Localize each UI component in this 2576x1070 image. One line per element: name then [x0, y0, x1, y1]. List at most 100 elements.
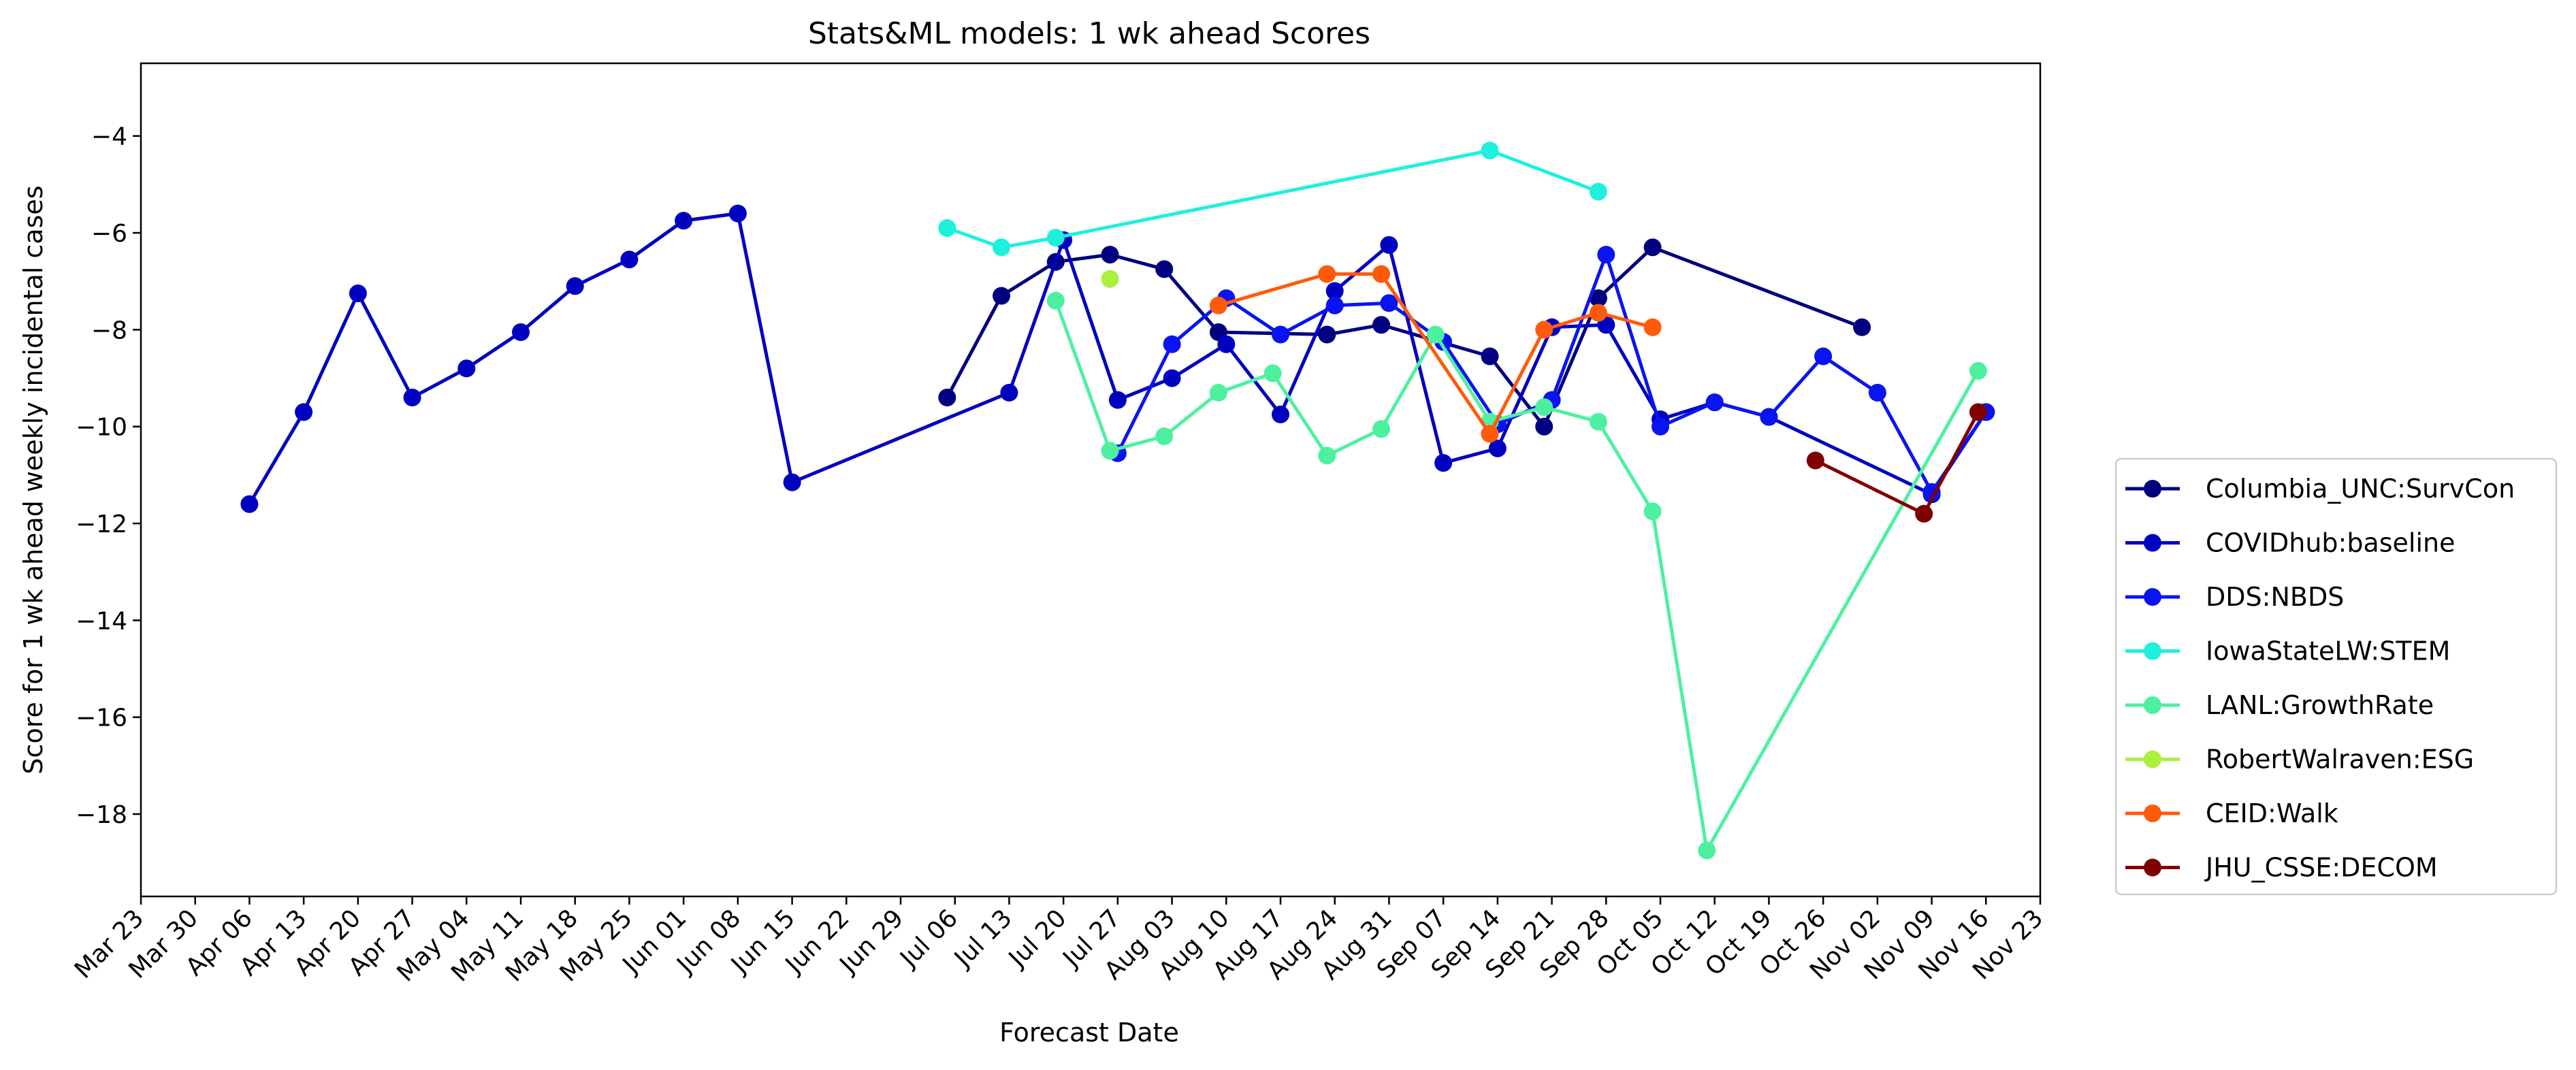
legend-item: IowaStateLW:STEM: [2125, 636, 2450, 666]
data-point: [403, 389, 421, 406]
data-point: [1868, 383, 1886, 402]
legend-label: DDS:NBDS: [2206, 582, 2344, 612]
data-point: [1108, 391, 1127, 409]
data-point: [993, 238, 1010, 257]
legend-label: IowaStateLW:STEM: [2206, 636, 2450, 666]
data-point: [1000, 383, 1018, 402]
legend-label: CEID:Walk: [2206, 798, 2338, 828]
data-point: [1046, 229, 1065, 247]
data-point: [1643, 502, 1662, 521]
legend-item: CEID:Walk: [2125, 798, 2338, 828]
legend-swatch-marker: [2144, 858, 2161, 877]
data-point: [728, 204, 747, 223]
data-point: [1589, 412, 1607, 431]
data-point: [1217, 335, 1236, 353]
data-point: [1372, 420, 1390, 438]
data-point: [1155, 427, 1174, 445]
legend-swatch-marker: [2144, 750, 2161, 768]
data-point: [1380, 294, 1398, 312]
plot-area: [240, 142, 1995, 860]
data-point: [1426, 325, 1445, 344]
data-point: [1263, 364, 1282, 383]
legend-label: Columbia_UNC:SurvCon: [2206, 474, 2515, 504]
data-point: [1372, 265, 1390, 283]
data-point: [1318, 265, 1336, 283]
data-point: [1434, 454, 1453, 472]
data-point: [1163, 335, 1181, 353]
data-point: [1589, 182, 1607, 201]
data-point: [1101, 246, 1119, 264]
legend-frame: [2114, 457, 2558, 896]
data-point: [1209, 383, 1227, 402]
data-point: [1101, 442, 1119, 460]
data-point: [1163, 369, 1181, 387]
data-point: [1589, 289, 1607, 308]
series-3: [938, 142, 1607, 257]
series-line: [248, 212, 1988, 505]
data-point: [1705, 393, 1724, 412]
y-tick-label: −4: [91, 123, 127, 151]
data-point: [1325, 296, 1344, 314]
data-point: [1589, 304, 1607, 322]
legend-swatch-marker: [2144, 588, 2161, 606]
data-point: [1535, 398, 1553, 417]
legend-label: LANL:GrowthRate: [2206, 690, 2434, 720]
data-point: [783, 473, 801, 491]
y-tick-label: −16: [76, 704, 127, 732]
legend-swatch-marker: [2144, 480, 2161, 498]
legend-label: COVIDhub:baseline: [2206, 528, 2456, 558]
data-point: [1318, 447, 1336, 465]
data-point: [1698, 841, 1716, 860]
data-point: [1481, 142, 1499, 160]
data-point: [938, 389, 956, 406]
series-5: [1101, 270, 1119, 288]
data-point: [1652, 417, 1669, 436]
data-point: [938, 219, 956, 237]
data-point: [295, 403, 313, 421]
data-point: [1488, 439, 1507, 457]
y-tick-label: −8: [91, 317, 127, 344]
data-point: [1380, 236, 1398, 254]
legend-label: JHU_CSSE:DECOM: [2204, 853, 2438, 883]
data-point: [620, 250, 639, 269]
data-point: [1101, 270, 1119, 288]
data-point: [1325, 282, 1344, 300]
data-point: [1535, 321, 1553, 339]
legend-item: JHU_CSSE:DECOM: [2125, 853, 2438, 883]
legend-swatch-marker: [2144, 696, 2161, 714]
data-point: [1597, 246, 1615, 264]
data-point: [1915, 504, 1933, 523]
legend-item: DDS:NBDS: [2125, 582, 2344, 612]
series-4: [1046, 291, 1987, 860]
legend-swatch-marker: [2144, 534, 2161, 552]
chart-title: Stats&ML models: 1 wk ahead Scores: [808, 16, 1370, 51]
x-axis-label: Forecast Date: [999, 1018, 1179, 1048]
y-axis: −4 −6 −8 −10 −12 −14 −16 −18: [76, 123, 141, 829]
legend-item: Columbia_UNC:SurvCon: [2125, 474, 2515, 504]
series-6: [1209, 265, 1662, 443]
data-point: [1969, 361, 1987, 380]
legend-swatch-marker: [2144, 805, 2161, 822]
data-point: [512, 323, 530, 341]
legend-swatch-marker: [2144, 642, 2161, 660]
data-point: [1272, 405, 1289, 423]
data-point: [1481, 347, 1499, 366]
data-point: [1209, 296, 1227, 314]
data-point: [1155, 260, 1174, 278]
data-point: [1318, 325, 1336, 344]
data-point: [1806, 451, 1824, 470]
y-tick-label: −10: [76, 414, 127, 442]
data-point: [993, 287, 1010, 305]
series-line: [1054, 299, 1980, 852]
data-point: [1814, 347, 1833, 366]
legend-item: RobertWalraven:ESG: [2125, 745, 2474, 775]
y-tick-label: −6: [91, 220, 127, 248]
data-point: [1643, 318, 1662, 336]
data-point: [675, 212, 693, 230]
data-point: [240, 495, 259, 513]
data-point: [1535, 417, 1553, 436]
data-point: [1853, 318, 1871, 336]
data-point: [1969, 403, 1987, 421]
legend-item: COVIDhub:baseline: [2125, 528, 2456, 558]
